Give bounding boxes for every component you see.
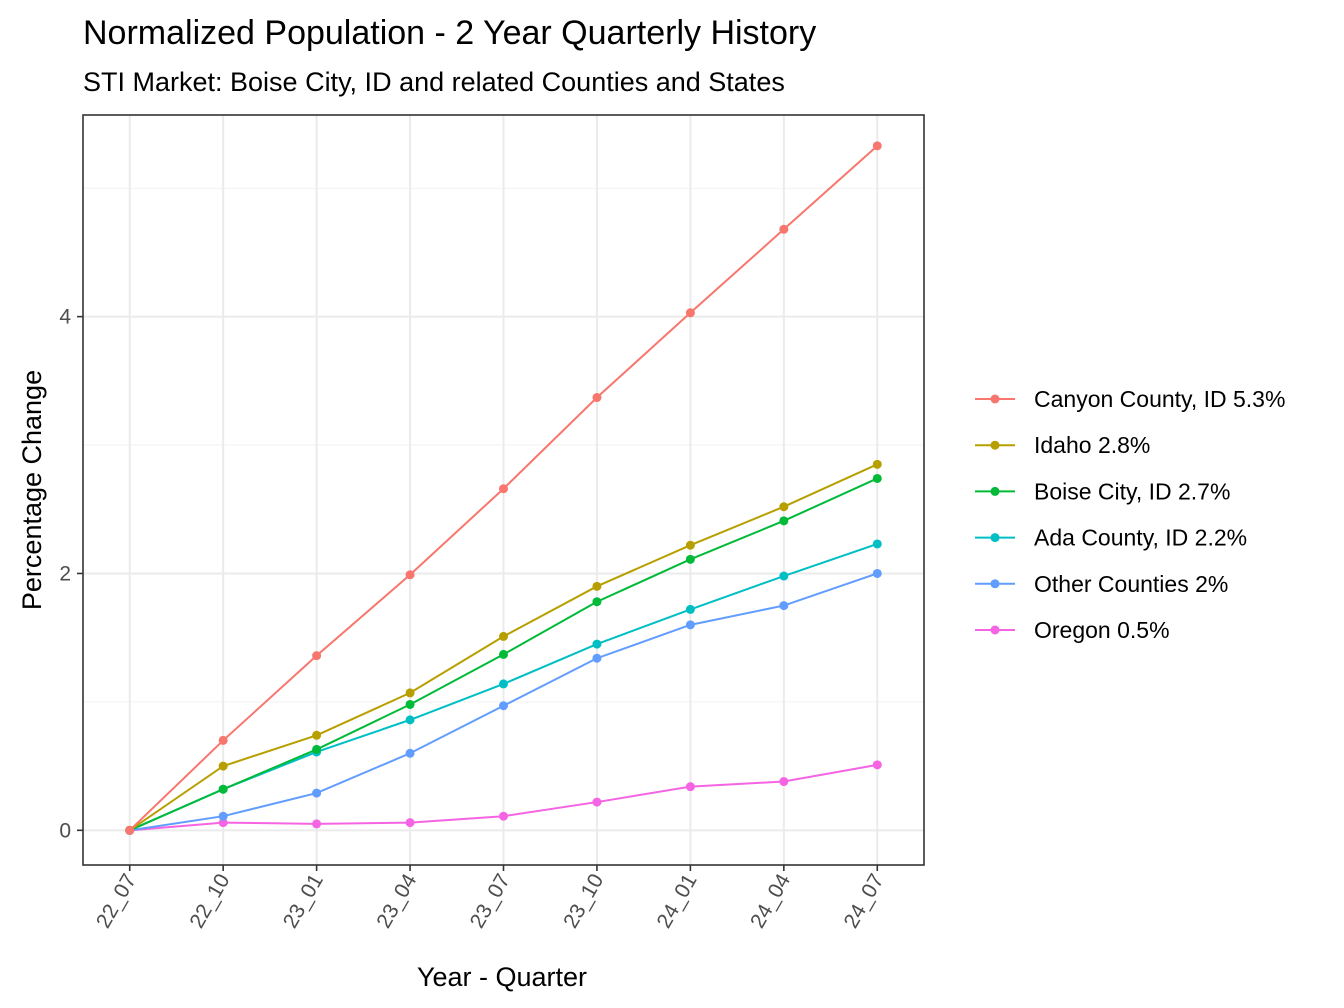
legend-label: Boise City, ID 2.7% xyxy=(1034,478,1230,504)
data-point xyxy=(405,699,415,709)
data-point xyxy=(499,701,508,711)
legend-label: Oregon 0.5% xyxy=(1034,617,1170,643)
chart-title: Normalized Population - 2 Year Quarterly… xyxy=(83,14,816,52)
legend-label: Canyon County, ID 5.3% xyxy=(1034,386,1285,412)
x-tick-label: 23_07 xyxy=(466,870,515,932)
x-axis-title: Year - Quarter xyxy=(417,962,587,992)
x-tick-label: 23_01 xyxy=(279,870,328,932)
data-point xyxy=(685,554,695,564)
data-point xyxy=(218,818,228,828)
data-point xyxy=(592,597,602,607)
x-tick-label: 24_04 xyxy=(746,870,795,932)
legend-label: Other Counties 2% xyxy=(1034,571,1228,597)
data-point xyxy=(685,782,695,792)
legend-label: Ada County, ID 2.2% xyxy=(1034,525,1247,551)
x-tick-label: 22_07 xyxy=(92,870,141,932)
data-point xyxy=(218,784,228,794)
data-point xyxy=(685,620,695,630)
data-point xyxy=(592,639,602,649)
data-point xyxy=(779,601,789,611)
data-point xyxy=(499,484,508,494)
data-point xyxy=(499,631,508,641)
data-point xyxy=(499,679,508,689)
data-point xyxy=(779,502,789,512)
data-point xyxy=(592,581,602,591)
data-point xyxy=(312,651,322,661)
data-point xyxy=(405,688,415,698)
legend-key-point xyxy=(990,394,1000,404)
data-point xyxy=(125,825,135,835)
data-point xyxy=(872,760,882,770)
y-tick-label: 4 xyxy=(59,306,71,329)
data-point xyxy=(779,224,789,234)
legend-label: Idaho 2.8% xyxy=(1034,432,1150,458)
data-point xyxy=(592,393,602,403)
data-point xyxy=(685,604,695,614)
legend-key-point xyxy=(990,486,1000,496)
data-point xyxy=(218,811,228,821)
legend-key-point xyxy=(990,579,1000,589)
grid xyxy=(83,115,924,865)
data-point xyxy=(872,459,882,469)
data-point xyxy=(405,570,415,580)
data-point xyxy=(312,744,322,754)
x-tick-label: 23_10 xyxy=(559,870,608,932)
data-point xyxy=(499,811,508,821)
series-lines xyxy=(125,141,882,835)
data-point xyxy=(592,653,602,663)
data-point xyxy=(779,516,789,526)
data-point xyxy=(779,571,789,581)
legend-key-point xyxy=(990,440,1000,450)
y-tick-label: 0 xyxy=(59,819,71,842)
data-point xyxy=(872,568,882,578)
data-point xyxy=(218,735,228,745)
legend-key-point xyxy=(990,625,1000,635)
x-axis: 22_07 22_10 23_01 23_04 23_07 23_10 24_01 24_04… xyxy=(92,865,889,932)
data-point xyxy=(872,473,882,483)
x-tick-label: 22_10 xyxy=(185,870,234,932)
legend-key-point xyxy=(990,533,1000,543)
data-point xyxy=(685,308,695,318)
x-tick-label: 24_01 xyxy=(653,870,702,932)
y-axis: 0 2 4 xyxy=(59,306,83,842)
data-point xyxy=(685,540,695,550)
data-point xyxy=(218,761,228,771)
data-point xyxy=(872,141,882,151)
data-point xyxy=(872,539,882,549)
data-point xyxy=(592,797,602,807)
data-point xyxy=(312,819,322,829)
chart-subtitle: STI Market: Boise City, ID and related C… xyxy=(83,67,785,97)
data-point xyxy=(312,730,322,740)
y-tick-label: 2 xyxy=(59,562,71,585)
data-point xyxy=(499,649,508,659)
data-point xyxy=(312,788,322,798)
y-axis-title: Percentage Change xyxy=(17,370,47,610)
x-tick-label: 24_07 xyxy=(839,870,888,932)
x-tick-label: 23_04 xyxy=(372,870,421,932)
data-point xyxy=(405,715,415,725)
data-point xyxy=(405,748,415,758)
legend: Canyon County, ID 5.3% Idaho 2.8% Boise Ci… xyxy=(975,386,1285,643)
data-point xyxy=(405,818,415,828)
data-point xyxy=(779,777,789,787)
